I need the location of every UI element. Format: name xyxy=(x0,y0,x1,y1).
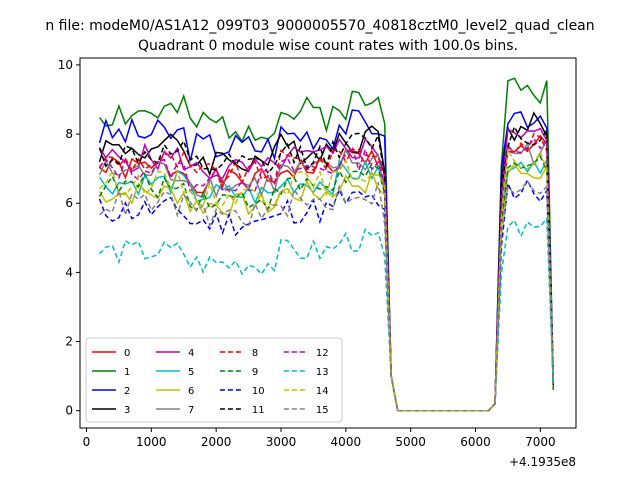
legend-label: 12 xyxy=(316,348,329,359)
x-axis: 0 1000 2000 3000 4000 5000 6000 7000 xyxy=(83,428,556,449)
legend-label: 4 xyxy=(188,348,194,359)
chart-title: Quadrant 0 module wise count rates with … xyxy=(138,38,518,54)
legend-label: 5 xyxy=(188,367,194,378)
y-tick-label: 0 xyxy=(65,404,73,418)
x-tick-label: 1000 xyxy=(136,435,167,449)
legend-label: 14 xyxy=(316,386,329,397)
legend-label: 2 xyxy=(124,386,130,397)
y-tick-label: 4 xyxy=(65,265,73,279)
series-layer xyxy=(98,77,555,412)
legend-label: 11 xyxy=(252,405,265,416)
series-line-13 xyxy=(98,216,555,412)
legend-label: 6 xyxy=(188,386,194,397)
x-tick-label: 3000 xyxy=(266,435,297,449)
x-tick-label: 0 xyxy=(83,435,91,449)
series-line-10 xyxy=(98,178,555,412)
y-axis: 0 2 4 6 8 10 xyxy=(58,58,80,418)
x-offset-label: +4.1935e8 xyxy=(509,455,576,469)
legend-label: 15 xyxy=(316,405,329,416)
legend-label: 9 xyxy=(252,367,258,378)
x-tick-label: 4000 xyxy=(331,435,362,449)
legend-label: 0 xyxy=(124,348,130,359)
x-tick-label: 6000 xyxy=(460,435,491,449)
series-line-12 xyxy=(98,137,555,412)
legend-label: 10 xyxy=(252,386,265,397)
x-tick-label: 7000 xyxy=(525,435,556,449)
plot-border xyxy=(79,57,577,429)
legend-label: 3 xyxy=(124,405,130,416)
y-tick-label: 6 xyxy=(65,196,73,210)
legend-label: 7 xyxy=(188,405,194,416)
y-tick-label: 8 xyxy=(65,127,73,141)
y-tick-label: 10 xyxy=(58,58,73,72)
legend-box xyxy=(85,337,343,423)
legend-label: 1 xyxy=(124,367,130,378)
chart-suptitle: n file: modeM0/AS1A12_099T03_9000005570_… xyxy=(45,18,594,34)
x-tick-label: 2000 xyxy=(201,435,232,449)
series-line-15 xyxy=(99,179,555,412)
legend-label: 8 xyxy=(252,348,258,359)
series-line-14 xyxy=(99,147,555,412)
y-tick-label: 2 xyxy=(65,335,73,349)
legend-label: 13 xyxy=(316,367,329,378)
x-tick-label: 5000 xyxy=(395,435,426,449)
